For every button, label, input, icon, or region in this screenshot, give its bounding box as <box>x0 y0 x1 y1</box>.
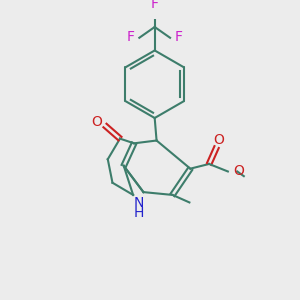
Text: O: O <box>213 133 224 147</box>
Text: F: F <box>127 30 135 44</box>
Text: F: F <box>151 0 159 11</box>
Text: N: N <box>134 196 144 210</box>
Text: O: O <box>91 115 102 129</box>
Text: O: O <box>233 164 244 178</box>
Text: H: H <box>134 206 144 220</box>
Text: F: F <box>175 30 182 44</box>
